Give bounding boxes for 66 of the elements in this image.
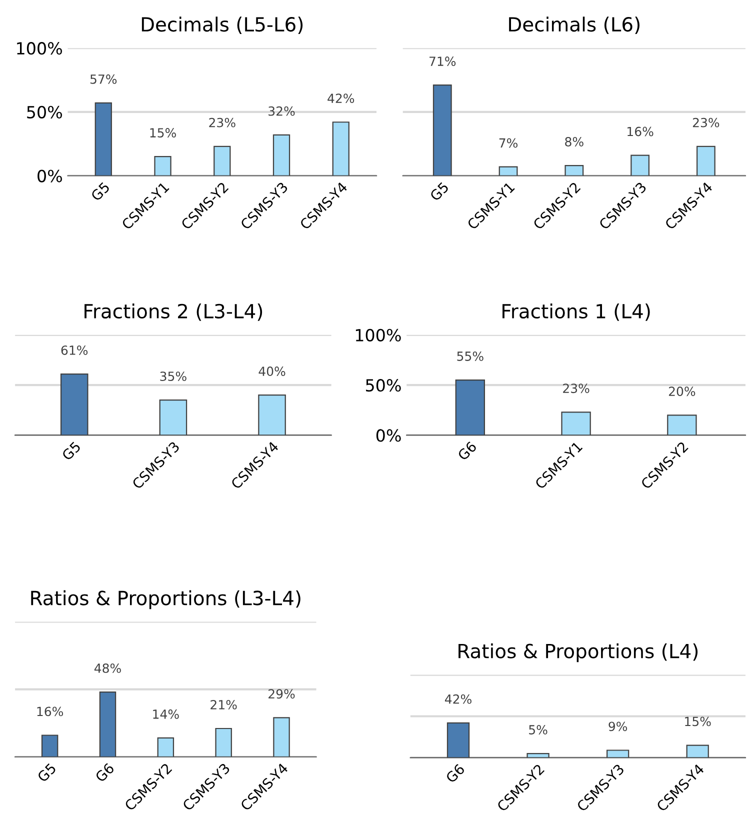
x-tick-label: G5	[429, 182, 450, 202]
bar	[561, 412, 591, 436]
data-label: 7%	[499, 138, 518, 148]
data-label: 15%	[685, 716, 711, 726]
data-label: 61%	[61, 345, 88, 355]
chart-title: Ratios & Proportions (L3-L4)	[31, 590, 300, 610]
bar	[332, 122, 350, 176]
bar	[630, 154, 650, 176]
data-label: 35%	[160, 372, 186, 382]
bar	[215, 728, 232, 757]
data-label: 16%	[37, 706, 64, 716]
data-label: 23%	[209, 118, 236, 128]
x-tick-label: G6	[445, 763, 466, 784]
y-tick-label: 100%	[17, 42, 62, 55]
bar	[564, 164, 584, 176]
bar	[446, 722, 470, 758]
x-tick-label: G6	[457, 440, 478, 461]
x-tick-label: G5	[90, 182, 110, 202]
bar	[606, 750, 630, 758]
y-tick-label: 50%	[366, 379, 401, 392]
data-label: 29%	[268, 689, 295, 699]
chart-title: Ratios & Proportions (L4)	[458, 643, 698, 662]
bar	[667, 414, 697, 436]
x-tick-label: G5	[61, 441, 82, 461]
bar	[214, 146, 231, 176]
bar	[273, 717, 290, 757]
data-label: 8%	[565, 136, 584, 146]
data-label: 14%	[153, 709, 179, 719]
bar	[154, 156, 172, 176]
bar	[526, 753, 550, 758]
y-tick-label: 100%	[356, 328, 401, 342]
data-label: 48%	[94, 663, 121, 673]
bar	[432, 84, 452, 176]
chart-title: Fractions 2 (L3-L4)	[84, 303, 262, 321]
y-tick-label: 50%	[27, 106, 62, 118]
data-label: 55%	[457, 352, 484, 361]
data-label: 21%	[210, 700, 237, 710]
bar	[498, 166, 518, 176]
bar	[41, 734, 58, 757]
chart-title: Fractions 1 (L4)	[502, 303, 650, 321]
data-label: 9%	[608, 722, 628, 732]
data-label: 40%	[258, 366, 286, 376]
x-tick-label: G5	[36, 762, 57, 783]
bar	[696, 146, 716, 176]
chart-title: Decimals (L6)	[509, 16, 640, 34]
y-tick-label: 0%	[376, 429, 401, 442]
bar	[157, 737, 174, 757]
bar	[686, 744, 709, 758]
data-label: 16%	[628, 126, 654, 136]
data-label: 32%	[268, 106, 295, 116]
data-label: 42%	[328, 94, 354, 104]
y-tick-label: 0%	[38, 170, 62, 182]
x-tick-label: G6	[94, 762, 115, 783]
data-label: 42%	[444, 694, 472, 704]
data-label: 57%	[90, 74, 117, 84]
bar	[94, 102, 112, 176]
bar	[455, 380, 486, 436]
data-label: 15%	[150, 128, 176, 138]
data-label: 71%	[430, 56, 456, 66]
data-label: 5%	[529, 725, 548, 734]
data-label: 23%	[563, 384, 590, 394]
chart-title: Decimals (L5-L6)	[142, 16, 303, 34]
bar	[99, 691, 116, 757]
data-label: 20%	[668, 386, 696, 396]
data-label: 23%	[692, 118, 720, 128]
bar	[272, 134, 290, 176]
